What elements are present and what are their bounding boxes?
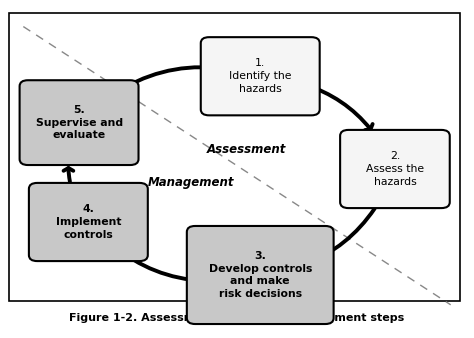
Text: Management: Management [147, 176, 234, 189]
FancyBboxPatch shape [29, 183, 148, 261]
Text: 2.
Assess the
hazards: 2. Assess the hazards [366, 151, 424, 187]
FancyBboxPatch shape [9, 13, 460, 301]
Text: 4.
Implement
controls: 4. Implement controls [55, 204, 121, 240]
Text: Figure 1-2. Assessment steps and management steps: Figure 1-2. Assessment steps and managem… [69, 313, 405, 323]
FancyBboxPatch shape [340, 130, 450, 208]
FancyBboxPatch shape [19, 80, 138, 165]
Text: Assessment: Assessment [207, 143, 286, 155]
FancyBboxPatch shape [201, 37, 319, 115]
FancyBboxPatch shape [187, 226, 334, 324]
Text: 1.
Identify the
hazards: 1. Identify the hazards [229, 58, 292, 94]
Text: 5.
Supervise and
evaluate: 5. Supervise and evaluate [36, 105, 123, 140]
Text: 3.
Develop controls
and make
risk decisions: 3. Develop controls and make risk decisi… [209, 251, 312, 299]
